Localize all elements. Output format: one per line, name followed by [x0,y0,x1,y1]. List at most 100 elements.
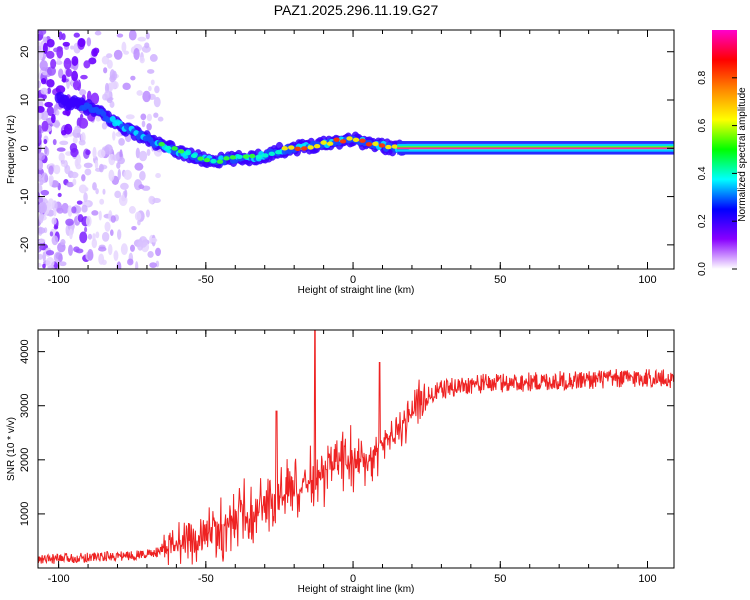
noise-blob [42,36,48,43]
noise-blob [49,231,54,237]
noise-blob [38,227,46,234]
noise-blob [155,173,161,179]
noise-blob [77,214,84,223]
tone-band [397,143,674,147]
colorbar-tick-label: 0.0 [697,262,708,276]
noise-blob [73,32,80,38]
ridge-core [307,145,314,150]
noise-blob [38,80,41,89]
noise-blob-strong [65,68,73,77]
ridge-core [391,144,399,149]
ridge-core [320,140,327,145]
noise-blob [122,82,131,91]
noise-blob [134,211,142,221]
noise-blob-strong [91,48,98,57]
noise-blob [38,152,46,161]
ridge-core [203,157,211,163]
spectrogram-ytick-label: -20 [19,237,31,253]
ridge-core [210,158,217,164]
noise-blob [110,215,116,223]
noise-blob [128,206,136,214]
noise-blob [95,188,99,195]
noise-blob-strong [63,57,72,70]
noise-blob [125,114,135,120]
noise-blob [104,144,113,155]
ridge-core [184,151,191,156]
noise-blob [84,168,92,176]
noise-blob [94,30,102,36]
ridge-core [275,150,282,155]
noise-blob [78,139,86,146]
noise-blob [135,261,139,269]
noise-blob-strong [38,105,45,113]
noise-blob-strong [71,70,79,82]
noise-blob [55,109,60,116]
noise-blob [91,238,98,249]
ridge-core [216,159,224,164]
noise-blob [113,250,119,261]
noise-blob [112,154,120,161]
noise-blob [106,53,113,59]
ridge-core [190,153,198,159]
noise-blob-strong [77,37,86,48]
spectrogram-xtick-label: 100 [638,274,656,286]
snr-xtick-label: 0 [350,573,356,585]
snr-xtick-label: 100 [638,573,656,585]
noise-blob-strong [80,74,88,80]
noise-blob [123,169,132,181]
noise-blob [116,229,122,240]
noise-blob [138,184,145,190]
noise-blob [66,181,75,188]
noise-blob [146,123,152,131]
noise-blob [119,149,123,160]
noise-blob [72,178,77,186]
noise-blob [45,249,55,256]
snr-chart: -100 -50 0 50 100 1000 2000 3000 4000 Height of s… [6,329,675,595]
noise-blob [41,172,48,184]
noise-blob-strong [42,42,48,54]
snr-frame [37,329,675,569]
noise-blob [131,226,137,231]
noise-blob-strong [46,78,55,88]
ridge-core [229,155,237,160]
noise-blob [38,49,44,61]
noise-blob [101,122,108,130]
noise-blob [57,192,62,198]
noise-blob [146,148,151,157]
noise-blob [141,120,146,128]
noise-blob [58,152,65,162]
noise-blob [117,168,121,180]
noise-blob-strong [78,117,89,129]
noise-blob [145,32,150,40]
noise-blob [124,189,128,198]
noise-blob [107,244,113,256]
noise-blob [69,228,73,240]
snr-ytick-label: 2000 [19,448,31,472]
noise-blob [116,33,124,38]
spectrogram-xtick-label: -100 [48,274,70,286]
noise-blob [98,253,105,265]
tone-band [397,149,674,153]
noise-blob [44,145,48,155]
noise-blob [67,205,73,217]
ridge-core [294,146,301,152]
spectrogram-plot-area [38,30,674,269]
noise-blob [92,182,97,191]
spectrogram-xlabel: Height of straight line (km) [298,285,415,296]
noise-blob-strong [90,92,100,105]
noise-blob [47,87,52,94]
noise-blob [153,96,161,108]
noise-blob [152,197,161,204]
noise-blob [98,210,102,221]
noise-blob [48,175,54,183]
noise-blob [79,231,88,244]
noise-blob [149,262,157,268]
ridge-core [158,142,165,147]
snr-xtick-label: -50 [198,573,214,585]
noise-blob-strong [41,78,47,85]
noise-blob [92,146,97,159]
colorbar-gradient [712,30,737,269]
ridge-core [352,137,360,142]
noise-blob [52,138,57,146]
